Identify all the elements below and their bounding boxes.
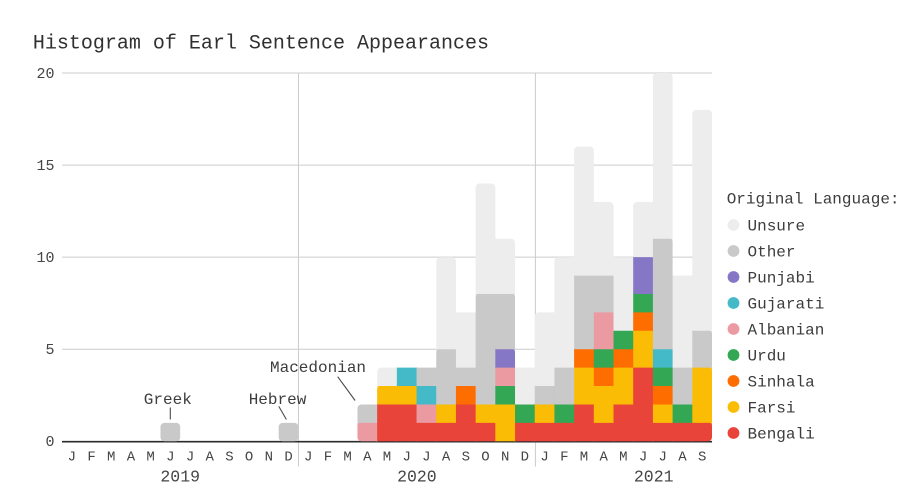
svg-text:O: O bbox=[481, 449, 489, 465]
svg-text:Hebrew: Hebrew bbox=[249, 391, 307, 409]
svg-text:15: 15 bbox=[36, 158, 54, 175]
svg-text:A: A bbox=[599, 449, 608, 465]
svg-text:10: 10 bbox=[36, 250, 54, 267]
svg-text:Bengali: Bengali bbox=[748, 426, 815, 444]
svg-text:Other: Other bbox=[748, 244, 796, 262]
svg-text:20: 20 bbox=[36, 66, 54, 83]
svg-text:A: A bbox=[442, 449, 451, 465]
svg-text:J: J bbox=[639, 449, 647, 465]
svg-text:Albanian: Albanian bbox=[748, 322, 825, 340]
svg-text:J: J bbox=[186, 449, 194, 465]
svg-text:J: J bbox=[166, 449, 174, 465]
svg-text:2020: 2020 bbox=[397, 468, 437, 487]
svg-text:Farsi: Farsi bbox=[748, 400, 796, 418]
svg-text:Punjabi: Punjabi bbox=[748, 270, 815, 288]
svg-text:5: 5 bbox=[45, 342, 54, 359]
svg-text:Sinhala: Sinhala bbox=[748, 374, 816, 392]
svg-text:Gujarati: Gujarati bbox=[748, 296, 825, 314]
svg-text:O: O bbox=[245, 449, 253, 465]
svg-text:A: A bbox=[678, 449, 687, 465]
svg-text:Histogram of Earl Sentence App: Histogram of Earl Sentence Appearances bbox=[33, 33, 489, 56]
svg-text:D: D bbox=[284, 449, 292, 465]
svg-text:Urdu: Urdu bbox=[748, 348, 786, 366]
svg-text:2019: 2019 bbox=[160, 468, 200, 487]
svg-text:A: A bbox=[363, 449, 372, 465]
svg-text:S: S bbox=[698, 449, 706, 465]
svg-text:J: J bbox=[304, 449, 312, 465]
svg-text:N: N bbox=[501, 449, 509, 465]
svg-text:A: A bbox=[127, 449, 136, 465]
svg-text:S: S bbox=[462, 449, 470, 465]
svg-text:J: J bbox=[402, 449, 410, 465]
svg-text:M: M bbox=[580, 449, 588, 465]
svg-text:M: M bbox=[146, 449, 154, 465]
svg-text:F: F bbox=[324, 449, 332, 465]
svg-text:M: M bbox=[343, 449, 351, 465]
svg-text:M: M bbox=[383, 449, 391, 465]
svg-text:F: F bbox=[560, 449, 568, 465]
svg-text:0: 0 bbox=[45, 434, 54, 451]
svg-text:Greek: Greek bbox=[144, 391, 192, 409]
svg-text:Original Language:: Original Language: bbox=[727, 191, 900, 209]
svg-text:J: J bbox=[540, 449, 548, 465]
svg-text:Unsure: Unsure bbox=[748, 218, 806, 236]
svg-text:S: S bbox=[225, 449, 233, 465]
svg-text:D: D bbox=[521, 449, 529, 465]
svg-text:M: M bbox=[107, 449, 115, 465]
svg-text:N: N bbox=[265, 449, 273, 465]
svg-text:J: J bbox=[659, 449, 667, 465]
svg-text:2021: 2021 bbox=[634, 468, 674, 487]
svg-text:F: F bbox=[87, 449, 95, 465]
svg-text:M: M bbox=[619, 449, 627, 465]
svg-text:J: J bbox=[68, 449, 76, 465]
svg-text:Macedonian: Macedonian bbox=[270, 359, 366, 377]
svg-text:A: A bbox=[206, 449, 215, 465]
svg-text:J: J bbox=[422, 449, 430, 465]
